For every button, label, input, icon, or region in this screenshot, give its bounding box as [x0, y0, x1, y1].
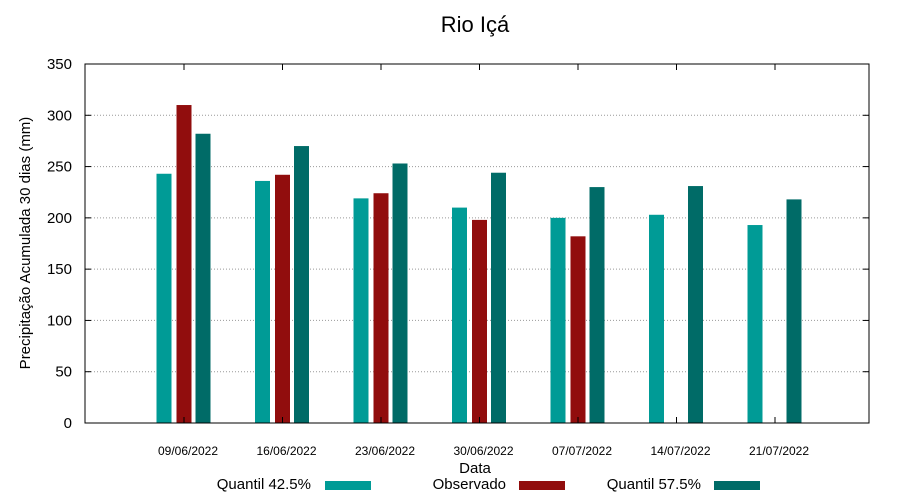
- bar-quantil-57-5--6: [786, 199, 802, 423]
- legend-label: Observado: [433, 476, 506, 493]
- bar-quantil-42-5--6: [747, 225, 763, 423]
- bar-quantil-57-5--0: [195, 133, 211, 423]
- x-tick-label: 09/06/2022: [158, 444, 218, 458]
- bar-quantil-57-5--2: [392, 163, 408, 423]
- y-tick-label: 50: [55, 364, 72, 381]
- legend-swatch: [714, 481, 760, 490]
- y-tick-label: 350: [47, 56, 72, 73]
- chart-title: Rio Içá: [441, 12, 510, 37]
- bar-observado-4: [570, 236, 586, 423]
- x-axis-label: Data: [459, 460, 491, 477]
- legend-label: Quantil 57.5%: [607, 476, 701, 493]
- y-axis-label: Precipitação Acumulada 30 dias (mm): [17, 117, 34, 370]
- x-tick-label: 30/06/2022: [453, 444, 513, 458]
- bar-quantil-42-5--1: [255, 180, 270, 423]
- x-tick-label: 21/07/2022: [749, 444, 809, 458]
- y-tick-label: 300: [47, 107, 72, 124]
- bar-quantil-42-5--0: [156, 173, 172, 423]
- y-tick-label: 200: [47, 210, 72, 227]
- legend-label: Quantil 42.5%: [217, 476, 311, 493]
- bar-quantil-57-5--1: [294, 146, 309, 424]
- x-ticks: 09/06/2022 16/06/2022 23/06/2022 30/06/2022…: [158, 64, 809, 458]
- legend: Quantil 42.5% Observado Quantil 57.5%: [217, 476, 760, 493]
- legend-swatch: [519, 481, 565, 490]
- y-ticks: 0 50 100 150 200 250 300 350: [47, 56, 869, 432]
- bars: [156, 105, 802, 424]
- bar-observado-1: [275, 174, 290, 423]
- bar-quantil-42-5--3: [452, 207, 467, 423]
- y-tick-label: 0: [64, 415, 72, 432]
- bar-observado-2: [373, 193, 389, 423]
- y-tick-label: 250: [47, 159, 72, 176]
- x-tick-label: 07/07/2022: [552, 444, 612, 458]
- bar-quantil-57-5--5: [688, 186, 703, 423]
- bar-quantil-57-5--3: [491, 172, 506, 423]
- bar-quantil-42-5--2: [353, 198, 369, 423]
- bar-observado-0: [176, 105, 192, 424]
- x-tick-label: 23/06/2022: [355, 444, 415, 458]
- bar-quantil-42-5--4: [550, 217, 566, 423]
- y-tick-label: 150: [47, 261, 72, 278]
- x-tick-label: 14/07/2022: [650, 444, 710, 458]
- bar-quantil-57-5--4: [589, 187, 605, 423]
- bar-quantil-42-5--5: [649, 214, 664, 423]
- bar-observado-3: [472, 219, 487, 423]
- y-tick-label: 100: [47, 312, 72, 329]
- plot-frame: [84, 63, 870, 424]
- legend-swatch: [325, 481, 371, 490]
- x-tick-label: 16/06/2022: [256, 444, 316, 458]
